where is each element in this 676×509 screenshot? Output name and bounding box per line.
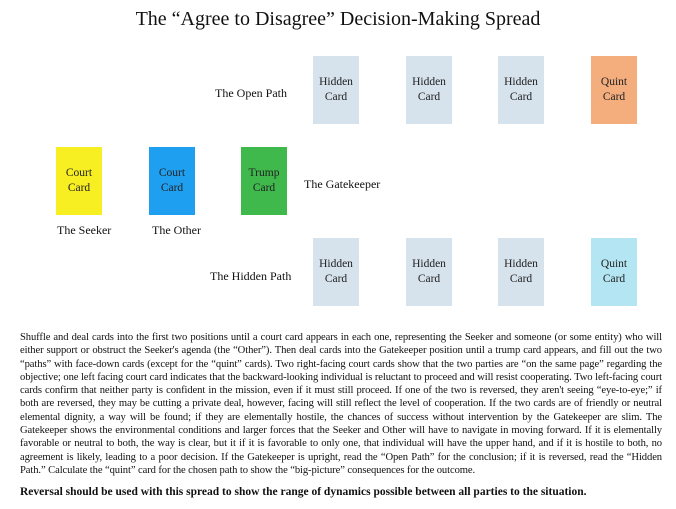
card-text: Court — [158, 167, 186, 179]
card-text: Hidden — [504, 258, 538, 270]
gatekeeper-label: The Gatekeeper — [304, 177, 381, 191]
card-text: Trump — [248, 167, 280, 179]
card-text: Card — [324, 273, 348, 285]
page-title: The “Agree to Disagree” Decision-Making … — [135, 8, 541, 30]
hidden-path-card-2: Hidden Card — [406, 238, 452, 306]
open-quint-card: Quint Card — [591, 56, 637, 124]
card-text: Hidden — [412, 258, 446, 270]
hidden-path-label: The Hidden Path — [210, 269, 292, 283]
card-text: Card — [509, 91, 533, 103]
gatekeeper-card: Trump Card — [241, 147, 287, 215]
card-text: Card — [324, 91, 348, 103]
reversal-note: Reversal should be used with this spread… — [20, 486, 587, 498]
hidden-quint-card: Quint Card — [591, 238, 637, 306]
open-hidden-card-2: Hidden Card — [406, 56, 452, 124]
instructions-paragraph: Shuffle and deal cards into the first tw… — [20, 332, 662, 476]
other-card: Court Card — [149, 147, 195, 215]
card-text: Card — [417, 91, 441, 103]
card-text: Card — [509, 273, 533, 285]
open-hidden-card-3: Hidden Card — [498, 56, 544, 124]
card-text: Card — [67, 182, 91, 194]
card-text: Quint — [600, 258, 628, 270]
card-text: Hidden — [412, 76, 446, 88]
card-text: Court — [65, 167, 93, 179]
card-text: Card — [602, 273, 626, 285]
seeker-label: The Seeker — [57, 223, 112, 237]
card-text: Card — [252, 182, 276, 194]
card-text: Hidden — [504, 76, 538, 88]
card-text: Card — [417, 273, 441, 285]
hidden-path-card-1: Hidden Card — [313, 238, 359, 306]
card-text: Card — [602, 91, 626, 103]
hidden-path-card-3: Hidden Card — [498, 238, 544, 306]
card-text: Hidden — [319, 76, 353, 88]
open-path-label: The Open Path — [215, 86, 287, 100]
card-text: Quint — [600, 76, 628, 88]
open-hidden-card-1: Hidden Card — [313, 56, 359, 124]
other-label: The Other — [152, 223, 201, 237]
card-text: Hidden — [319, 258, 353, 270]
seeker-card: Court Card — [56, 147, 102, 215]
card-text: Card — [160, 182, 184, 194]
